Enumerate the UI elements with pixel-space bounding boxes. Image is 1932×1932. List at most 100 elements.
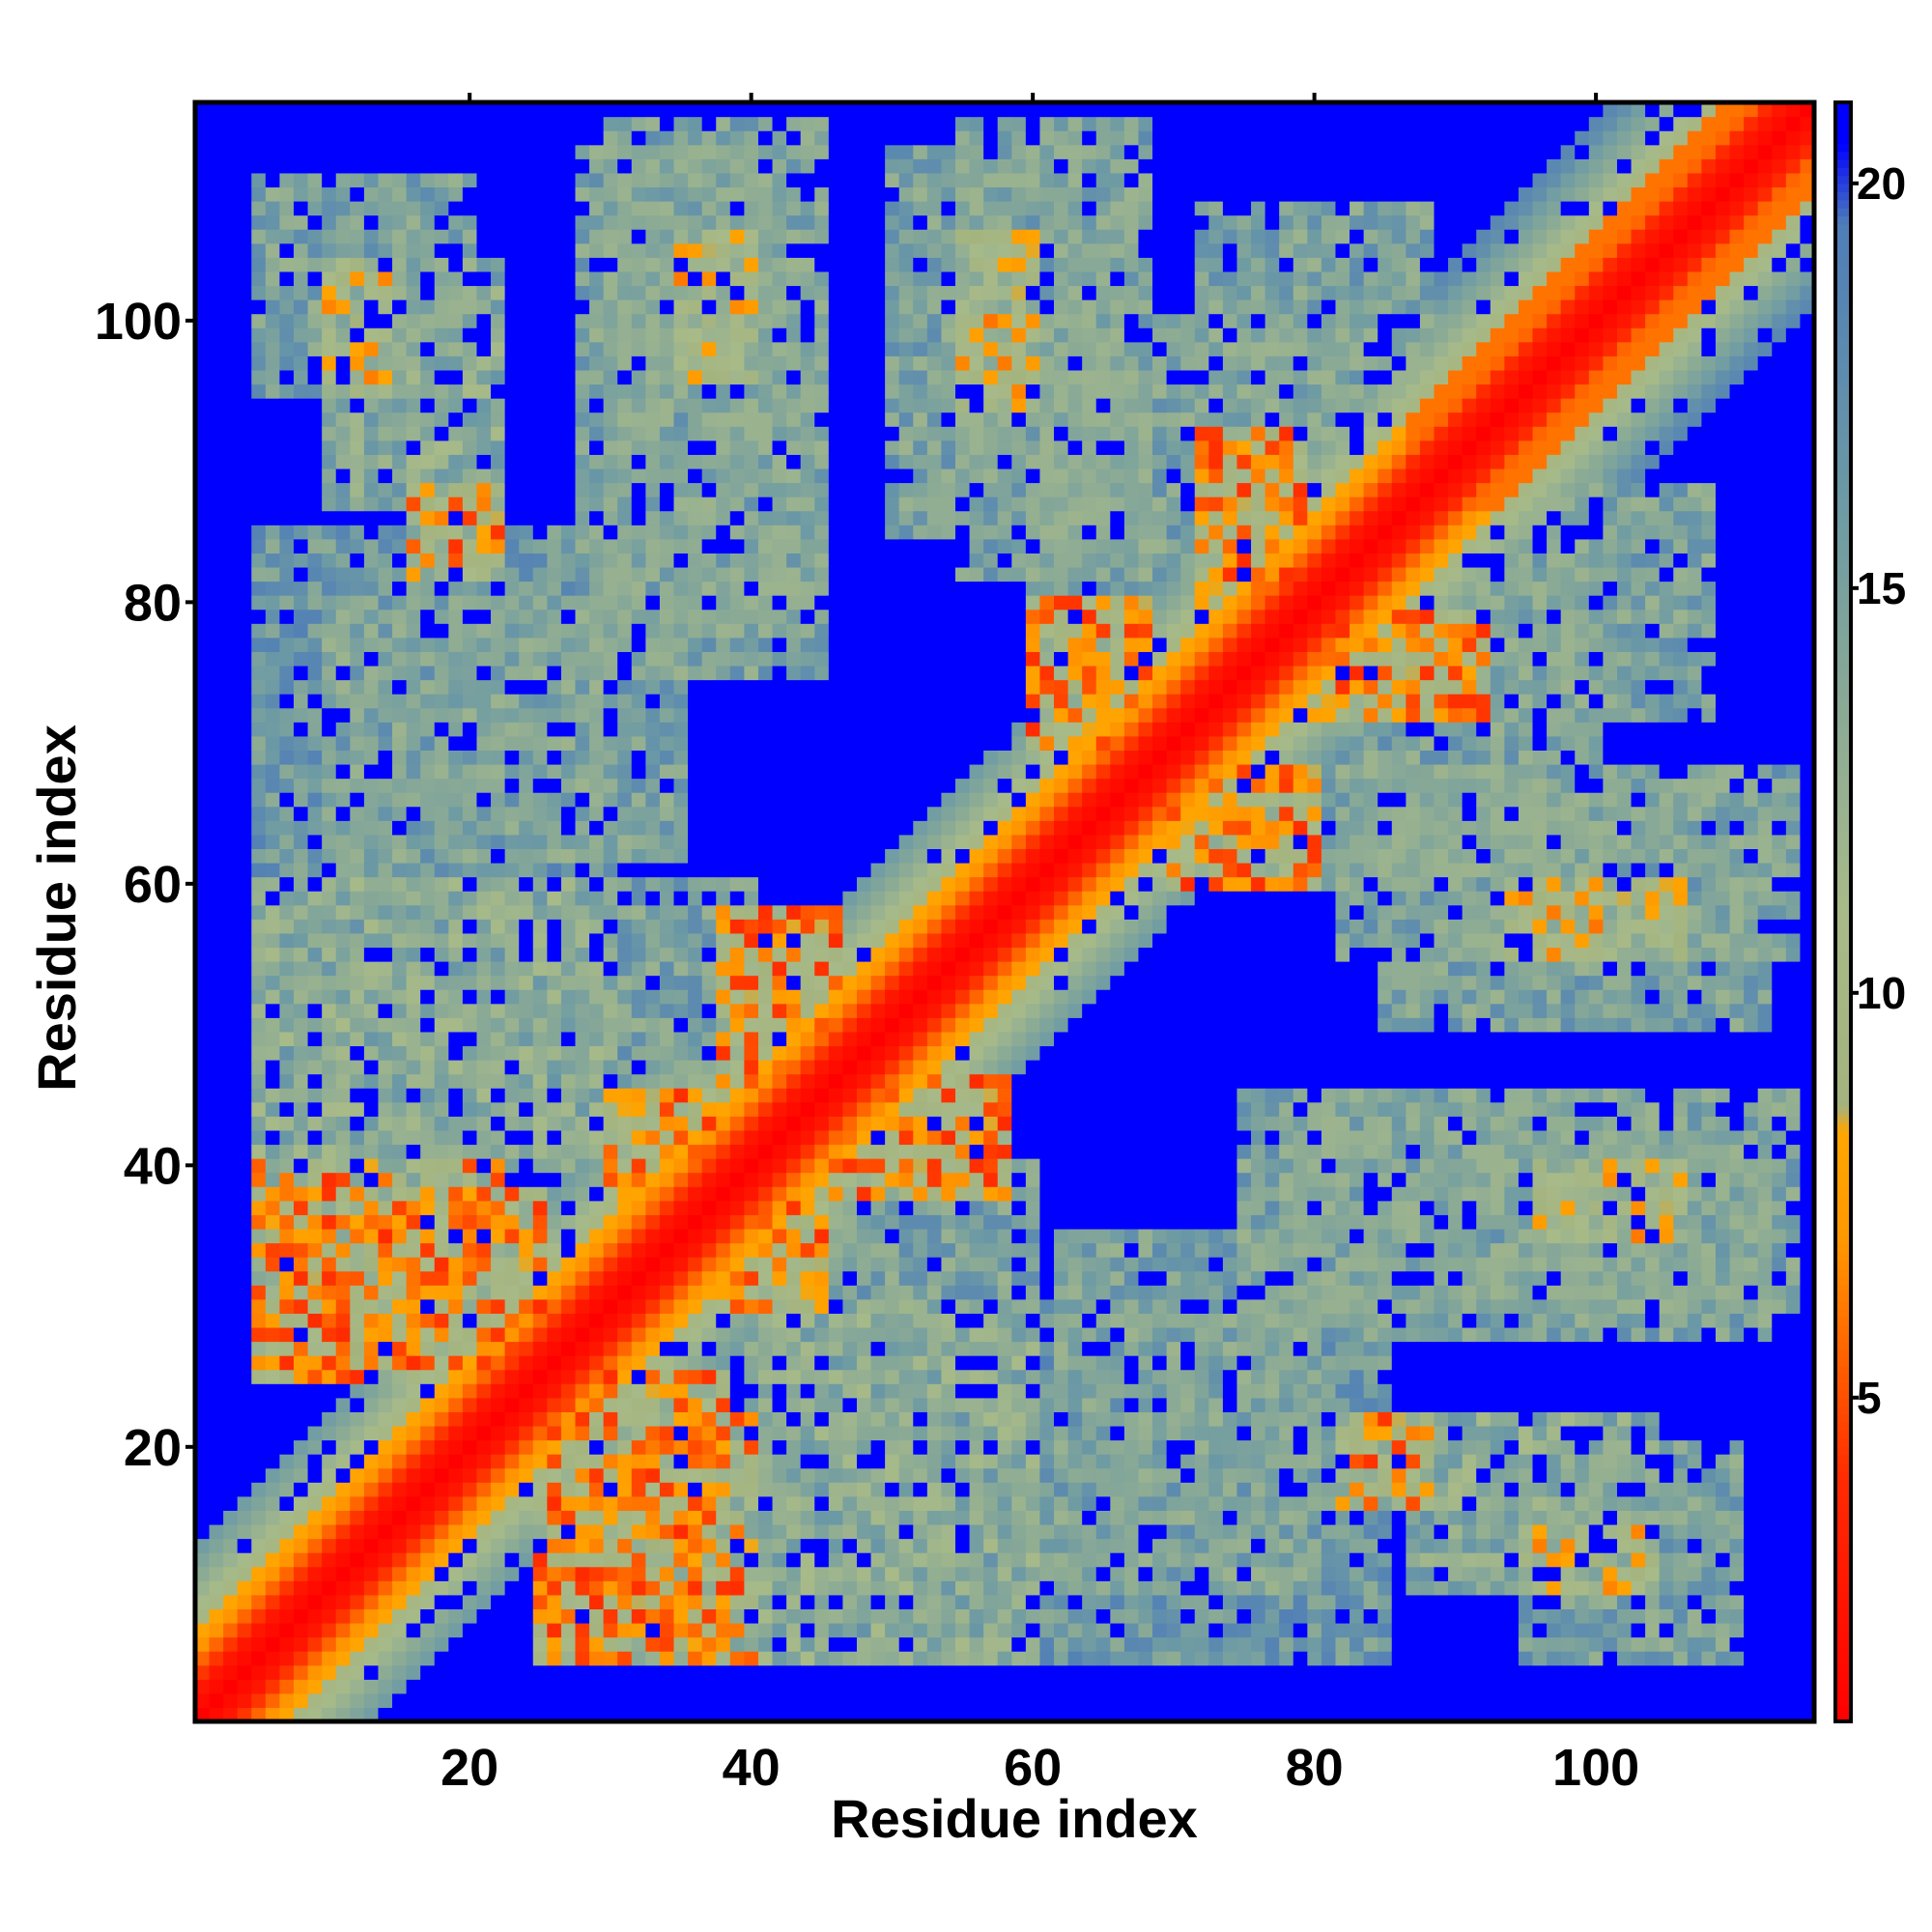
heatmap-cell (223, 102, 239, 118)
heatmap-cell (209, 1411, 224, 1427)
heatmap-cell (603, 792, 618, 808)
heatmap-cell (294, 1144, 309, 1159)
heatmap-cell (195, 1017, 211, 1033)
heatmap-cell (279, 1383, 295, 1399)
heatmap-cell (223, 313, 239, 328)
heatmap-cell (322, 1298, 337, 1314)
heatmap-cell (631, 637, 646, 652)
heatmap-cell (350, 947, 365, 962)
heatmap-cell (448, 1003, 464, 1018)
heatmap-cell (560, 735, 577, 751)
heatmap-cell (322, 299, 337, 315)
heatmap-cell (448, 566, 464, 582)
heatmap-cell (547, 1257, 562, 1272)
heatmap-cell (462, 1031, 478, 1047)
heatmap-cell (688, 1313, 703, 1328)
heatmap-cell (363, 229, 380, 244)
heatmap-cell (744, 1580, 759, 1596)
heatmap-cell (744, 242, 759, 258)
heatmap-cell (659, 1003, 675, 1018)
heatmap-cell (335, 1088, 351, 1103)
heatmap-cell (744, 1031, 759, 1047)
heatmap-cell (307, 1467, 323, 1483)
heatmap-cell (560, 609, 577, 624)
heatmap-cell (631, 1566, 646, 1581)
heatmap-cell (532, 1158, 548, 1174)
heatmap-cell (195, 989, 211, 1005)
heatmap-cell (350, 919, 365, 934)
heatmap-cell (589, 1144, 605, 1159)
heatmap-cell (209, 440, 224, 455)
heatmap-cell (363, 1270, 380, 1286)
heatmap-cell (757, 722, 774, 737)
heatmap-cell (800, 1397, 815, 1412)
heatmap-cell (237, 1707, 252, 1722)
heatmap-cell (589, 679, 605, 695)
heatmap-cell (420, 595, 436, 611)
heatmap-cell (659, 1144, 675, 1159)
heatmap-cell (434, 1298, 449, 1314)
heatmap-cell (251, 1538, 267, 1553)
heatmap-cell (279, 778, 295, 793)
heatmap-cell (519, 1482, 534, 1497)
heatmap-cell (532, 1186, 548, 1202)
heatmap-cell (209, 412, 224, 427)
heatmap-cell (786, 1045, 802, 1061)
heatmap-cell (786, 482, 802, 497)
heatmap-cell (800, 1298, 815, 1314)
heatmap-cell (575, 722, 590, 737)
heatmap-cell (448, 1664, 464, 1680)
heatmap-cell (420, 891, 436, 906)
heatmap-cell (532, 341, 548, 356)
heatmap-cell (800, 1495, 815, 1511)
heatmap-cell (448, 1228, 464, 1244)
heatmap-cell (532, 1439, 548, 1455)
heatmap-cell (462, 1326, 478, 1343)
heatmap-cell (757, 1397, 774, 1412)
heatmap-cell (251, 1439, 267, 1455)
heatmap-cell (406, 1636, 421, 1652)
heatmap-cell (729, 1552, 745, 1568)
heatmap-cell (279, 1425, 295, 1441)
heatmap-cell (659, 1228, 675, 1244)
heatmap-cell (434, 270, 449, 287)
heatmap-cell (322, 468, 337, 484)
heatmap-cell (575, 440, 590, 455)
heatmap-cell (532, 595, 548, 611)
heatmap-cell (772, 130, 787, 146)
heatmap-cell (701, 1679, 717, 1694)
heatmap-cell (476, 510, 492, 526)
heatmap-cell (617, 172, 633, 188)
heatmap-cell (645, 1538, 661, 1553)
heatmap-cell (786, 665, 802, 681)
heatmap-cell (603, 778, 618, 793)
heatmap-cell (209, 1355, 224, 1371)
heatmap-cell (772, 1073, 787, 1089)
heatmap-cell (406, 651, 421, 667)
heatmap-cell (476, 1467, 492, 1483)
heatmap-cell (406, 384, 421, 399)
heatmap-cell (617, 1622, 633, 1638)
heatmap-cell (434, 707, 449, 723)
heatmap-cell (392, 1073, 408, 1089)
heatmap-cell (406, 595, 421, 611)
heatmap-cell (406, 876, 421, 892)
heatmap-cell (335, 1636, 351, 1652)
heatmap-cell (363, 581, 380, 596)
heatmap-cell (406, 848, 421, 864)
heatmap-cell (335, 1341, 351, 1356)
heatmap-cell (491, 876, 506, 892)
heatmap-cell (378, 1608, 393, 1624)
heatmap-cell (363, 820, 380, 836)
heatmap-cell (575, 398, 590, 413)
heatmap-cell (322, 975, 337, 990)
heatmap-cell (519, 1257, 534, 1272)
heatmap-cell (223, 158, 239, 174)
heatmap-cell (786, 947, 802, 962)
heatmap-cell (265, 553, 281, 568)
heatmap-cell (406, 1129, 421, 1146)
heatmap-cell (786, 257, 802, 272)
heatmap-cell (406, 1425, 421, 1441)
heatmap-cell (237, 609, 252, 624)
heatmap-cell (560, 482, 577, 497)
